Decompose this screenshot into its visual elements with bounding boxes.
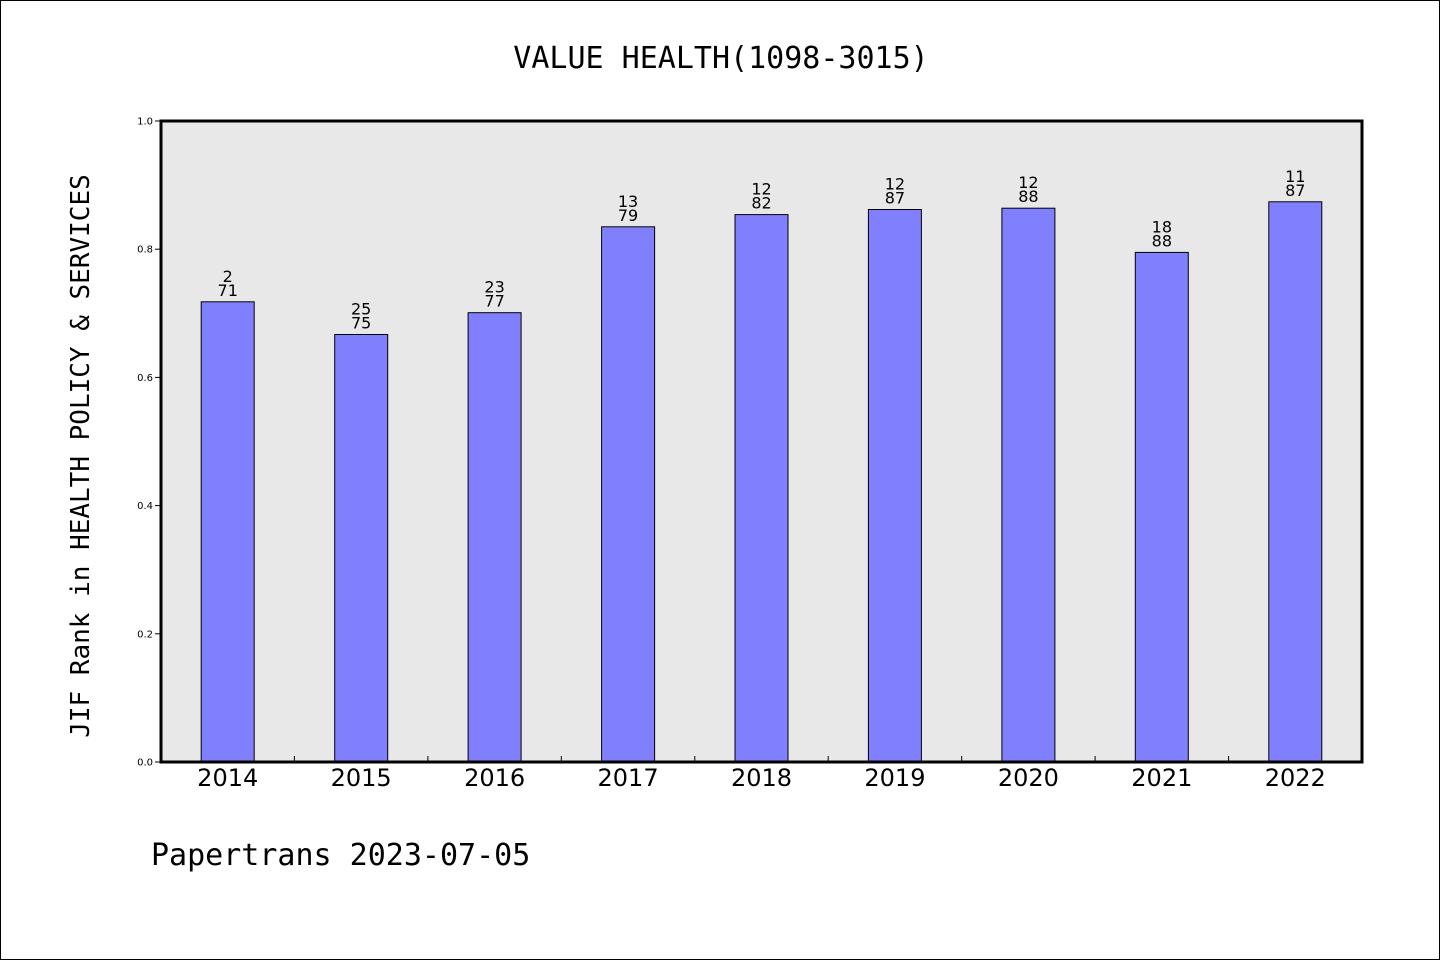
y-tick-label-0.6: 0.6 (137, 373, 153, 384)
y-axis-label: JIF Rank in HEALTH POLICY & SERVICES (66, 174, 96, 738)
x-tick-label-2020: 2020 (998, 764, 1059, 792)
x-tick-label-2016: 2016 (464, 764, 525, 792)
bar-label-total-2017: 79 (618, 206, 638, 225)
bar-label-total-2019: 87 (885, 189, 905, 208)
x-tick-label-2018: 2018 (731, 764, 792, 792)
bar-label-rank-2021: 18 (1152, 217, 1172, 236)
bar-label-total-2014: 71 (218, 281, 238, 300)
footer-credit: Papertrans 2023-07-05 (151, 838, 530, 873)
bar-label-total-2016: 77 (484, 292, 504, 311)
bar-2015 (334, 334, 389, 763)
bar-label-rank-2018: 12 (751, 180, 771, 199)
bar-2022 (1268, 201, 1323, 763)
y-tick-label-0.8: 0.8 (137, 245, 153, 256)
bar-label-rank-2016: 23 (484, 278, 504, 297)
x-tick-label-2019: 2019 (864, 764, 925, 792)
bar-label-total-2022: 87 (1285, 181, 1305, 200)
bar-label-rank-2014: 2 (223, 267, 233, 286)
x-axis: 2014 2015 2016 2017 2018 2019 2020 2021 2022 (197, 756, 1326, 792)
y-tick-label-0.0: 0.0 (137, 758, 153, 769)
bar-2020 (1001, 207, 1056, 763)
bar-label-total-2015: 75 (351, 314, 371, 333)
x-tick-label-2022: 2022 (1265, 764, 1326, 792)
x-tick-label-2017: 2017 (598, 764, 659, 792)
x-tick-label-2021: 2021 (1131, 764, 1192, 792)
chart-title: VALUE HEALTH(1098-3015) (513, 41, 928, 76)
y-tick-label-0.2: 0.2 (137, 629, 153, 640)
bar-2016 (467, 312, 522, 763)
y-axis: 0.0 0.2 0.4 0.6 0.8 1.0 (137, 117, 161, 769)
bar-label-total-2021: 88 (1152, 231, 1172, 250)
bar-label-rank-2020: 12 (1018, 173, 1038, 192)
bar-2017 (601, 226, 656, 763)
bar-label-rank-2017: 13 (618, 192, 638, 211)
bar-2019 (867, 209, 922, 763)
plot-border (159, 119, 1364, 764)
bar-label-rank-2019: 12 (885, 175, 905, 194)
bar-label-total-2018: 82 (751, 194, 771, 213)
bar-2021 (1134, 251, 1189, 763)
y-tick-label-0.4: 0.4 (137, 501, 153, 512)
bar-2018 (734, 214, 789, 763)
x-tick-label-2014: 2014 (197, 764, 258, 792)
y-tick-label-1.0: 1.0 (137, 117, 153, 128)
bar-label-total-2020: 88 (1018, 187, 1038, 206)
bar-label-rank-2022: 11 (1285, 167, 1305, 186)
bar-label-rank-2015: 25 (351, 300, 371, 319)
x-tick-label-2015: 2015 (331, 764, 392, 792)
bar-2014 (200, 301, 255, 763)
